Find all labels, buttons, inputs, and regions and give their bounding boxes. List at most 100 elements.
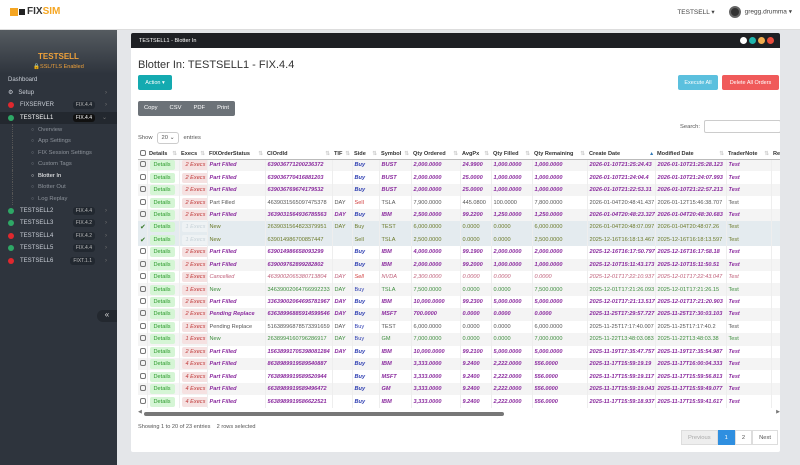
search-input[interactable] bbox=[703, 120, 780, 133]
submenu-item-log-replay[interactable]: ○ Log Replay bbox=[12, 193, 117, 205]
details-button[interactable]: Details bbox=[149, 272, 175, 283]
row-checkbox[interactable] bbox=[140, 285, 146, 292]
close-icon[interactable] bbox=[767, 37, 774, 44]
submenu-item-blotter-out[interactable]: ○ Blotter Out bbox=[12, 181, 117, 193]
execs-button[interactable]: 2 Execs bbox=[181, 309, 206, 320]
row-checkbox[interactable] bbox=[140, 173, 146, 180]
action-dropdown-button[interactable]: Action ▾ bbox=[138, 75, 172, 90]
table-row[interactable]: Details 2 Execs Part Filled 639036769674179… bbox=[138, 183, 780, 197]
column-header-create-date[interactable]: Create Date ▴ bbox=[587, 149, 655, 160]
details-button[interactable]: Details bbox=[149, 346, 175, 357]
row-checkbox[interactable] bbox=[140, 260, 146, 267]
submenu-item-overview[interactable]: ○ Overview bbox=[12, 124, 117, 136]
row-checkbox[interactable] bbox=[140, 335, 146, 342]
row-checkbox[interactable] bbox=[140, 310, 146, 317]
next-page-button[interactable]: Next bbox=[752, 430, 778, 445]
column-header-qty-remaining[interactable]: Qty Remaining ⇅ bbox=[532, 149, 587, 160]
execs-button[interactable]: 1 Execs bbox=[181, 321, 206, 332]
collapse-sidebar-button[interactable]: « bbox=[97, 310, 117, 322]
details-button[interactable]: Details bbox=[149, 309, 175, 320]
details-button[interactable]: Details bbox=[149, 334, 175, 345]
table-row[interactable]: Details 3 Execs Cancelled 46390020653807138… bbox=[138, 270, 780, 284]
entries-select[interactable]: 20 ⌄ bbox=[156, 132, 180, 144]
row-checkbox[interactable] bbox=[140, 273, 146, 280]
checkmark-icon[interactable]: ✔ bbox=[140, 236, 146, 244]
row-checkbox[interactable] bbox=[140, 360, 146, 367]
table-row[interactable]: Details 2 Execs Part Filled 463903156509747… bbox=[138, 196, 780, 209]
table-row[interactable]: Details 4 Execs Part Filled 563898991958662… bbox=[138, 395, 780, 408]
table-row[interactable]: Details 1 Execs Pending Replace 51638996878… bbox=[138, 320, 780, 334]
details-button[interactable]: Details bbox=[149, 396, 175, 407]
details-button[interactable]: Details bbox=[149, 160, 175, 171]
sidebar-item-testsell4[interactable]: TESTSELL4 FIX.4.2 › bbox=[0, 230, 117, 243]
details-button[interactable]: Details bbox=[149, 172, 175, 183]
checkmark-icon[interactable]: ✔ bbox=[140, 224, 146, 232]
sidebar-item-testsell5[interactable]: TESTSELL5 FIX.4.4 › bbox=[0, 242, 117, 255]
column-header-modified-date[interactable]: Modified Date ⇅ bbox=[655, 149, 726, 160]
row-checkbox[interactable] bbox=[140, 161, 146, 168]
table-row[interactable]: Details 2 Execs Pending Replace 63638996885… bbox=[138, 308, 780, 321]
table-row[interactable]: Details 1 Execs New 2638994160796286917 DAY B… bbox=[138, 333, 780, 346]
table-row[interactable]: ✔ Details 1 Execs New 2639031564823379951 DAY… bbox=[138, 221, 780, 234]
select-all-checkbox[interactable] bbox=[140, 149, 146, 156]
server-menu[interactable]: TESTSELL ▾ bbox=[677, 9, 715, 16]
column-header-symbol[interactable]: Symbol ⇅ bbox=[379, 149, 411, 160]
table-row[interactable]: Details 4 Execs Part Filled 663898991958949… bbox=[138, 382, 780, 396]
row-checkbox[interactable] bbox=[140, 210, 146, 217]
row-checkbox[interactable] bbox=[140, 347, 146, 354]
details-button[interactable]: Details bbox=[149, 234, 175, 245]
delete-all-orders-button[interactable]: Delete All Orders bbox=[722, 75, 779, 90]
details-button[interactable]: Details bbox=[149, 247, 175, 258]
details-button[interactable]: Details bbox=[149, 209, 175, 220]
column-header-qty-ordered[interactable]: Qty Ordered ⇅ bbox=[411, 149, 460, 160]
execs-button[interactable]: 2 Execs bbox=[181, 209, 206, 220]
page-2-button[interactable]: 2 bbox=[734, 430, 753, 445]
execs-button[interactable]: 1 Execs bbox=[181, 284, 206, 295]
horizontal-scrollbar[interactable]: ◀ ▶ bbox=[138, 409, 780, 416]
table-row[interactable]: Details 2 Execs Part Filled 639014986658093… bbox=[138, 246, 780, 259]
refresh-icon[interactable] bbox=[749, 37, 756, 44]
details-button[interactable]: Details bbox=[149, 222, 175, 233]
row-checkbox[interactable] bbox=[140, 186, 146, 193]
table-row[interactable]: Details 4 Execs Part Filled 763898991958952… bbox=[138, 370, 780, 383]
sidebar-item-testsell6[interactable]: TESTSELL6 FIXT.1.1 › bbox=[0, 255, 117, 268]
table-row[interactable]: Details 2 Execs Part Filled 156389917053980… bbox=[138, 345, 780, 358]
execs-button[interactable]: 3 Execs bbox=[181, 272, 206, 283]
copy-button[interactable]: Copy bbox=[144, 105, 158, 111]
table-row[interactable]: Details 1 Execs New 34639002064766992233 DAY… bbox=[138, 283, 780, 296]
execs-button[interactable]: 2 Execs bbox=[181, 197, 206, 208]
execs-button[interactable]: 4 Execs bbox=[181, 359, 206, 370]
execs-button[interactable]: 1 Execs bbox=[181, 234, 206, 245]
row-checkbox[interactable] bbox=[140, 322, 146, 329]
user-menu[interactable]: gregg.drumma ▾ bbox=[728, 6, 792, 18]
table-row[interactable]: Details 2 Execs Part Filled 639036771200236… bbox=[138, 159, 780, 172]
page-1-button[interactable]: 1 bbox=[717, 430, 735, 445]
table-row[interactable]: ✔ Details 1 Execs New 639014986700857447 Sell… bbox=[138, 233, 780, 247]
sidebar-item-testsell1[interactable]: TESTSELL1 FIX.4.4 ⌄ bbox=[0, 111, 117, 124]
table-row[interactable]: Details 2 Execs Part Filled 336390020646957… bbox=[138, 295, 780, 309]
details-button[interactable]: Details bbox=[149, 197, 175, 208]
submenu-item-blotter-in[interactable]: ○ Blotter In bbox=[12, 170, 117, 182]
table-row[interactable]: Details 2 Execs Part Filled 363903156493678… bbox=[138, 208, 780, 222]
row-checkbox[interactable] bbox=[140, 248, 146, 255]
execs-button[interactable]: 2 Execs bbox=[181, 346, 206, 357]
execs-button[interactable]: 2 Execs bbox=[181, 160, 206, 171]
execs-button[interactable]: 4 Execs bbox=[181, 396, 206, 407]
table-row[interactable]: Details 4 Execs Part Filled 863898991958954… bbox=[138, 358, 780, 371]
fixsim-logo[interactable]: FIX SIM bbox=[10, 6, 60, 17]
row-checkbox[interactable] bbox=[140, 385, 146, 392]
execs-button[interactable]: 2 Execs bbox=[181, 247, 206, 258]
row-checkbox[interactable] bbox=[140, 198, 146, 205]
table-row[interactable]: Details 2 Execs Part Filled 639009762899282… bbox=[138, 258, 780, 271]
row-checkbox[interactable] bbox=[140, 372, 146, 379]
pdf-button[interactable]: PDF bbox=[193, 105, 206, 111]
minimize-icon[interactable] bbox=[758, 37, 765, 44]
sidebar-item-testsell3[interactable]: TESTSELL3 FIX.4.2 › bbox=[0, 217, 117, 230]
execs-button[interactable]: 4 Execs bbox=[181, 371, 206, 382]
sidebar-item-dashboard[interactable]: Dashboard bbox=[0, 74, 117, 87]
execs-button[interactable]: 2 Execs bbox=[181, 172, 206, 183]
column-header-clordid[interactable]: ClOrdId ⇅ bbox=[265, 149, 332, 160]
sidebar-item-setup[interactable]: ⚙ Setup › bbox=[0, 87, 117, 100]
execs-button[interactable]: 1 Execs bbox=[181, 334, 206, 345]
details-button[interactable]: Details bbox=[149, 185, 175, 196]
